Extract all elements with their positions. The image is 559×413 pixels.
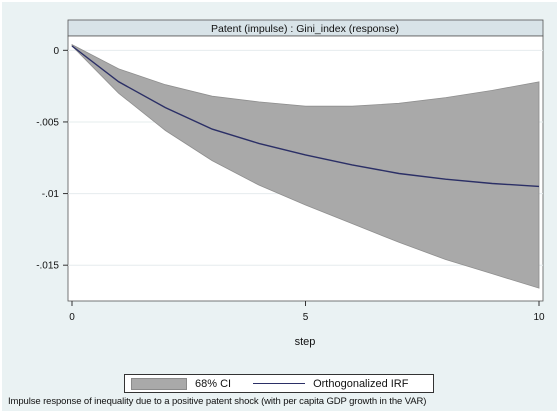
y-tick-label: -.01 <box>42 189 60 200</box>
x-tick-label: 10 <box>533 312 545 323</box>
axes: 0 -.005 -.01 -.015 0 5 10 <box>36 46 545 323</box>
legend-swatch-irf <box>253 383 306 384</box>
irf-line-layer <box>71 45 540 188</box>
y-tick-label: -.005 <box>36 117 59 128</box>
figure-caption: Impulse response of inequality due to a … <box>8 396 427 407</box>
ci-band <box>71 43 540 289</box>
legend-swatch-ci <box>131 377 187 390</box>
x-axis-title: step <box>295 336 316 348</box>
y-tick-label: -.015 <box>36 261 59 272</box>
x-tick-label: 5 <box>303 312 309 323</box>
irf-line <box>71 45 540 188</box>
legend: 68% CI Orthogonalized IRF <box>124 374 434 393</box>
x-tick-label: 0 <box>69 312 75 323</box>
legend-label-irf: Orthogonalized IRF <box>313 377 409 390</box>
ci-band-layer <box>71 43 540 289</box>
y-tick-label: 0 <box>53 46 59 57</box>
chart-title: Patent (impulse) : Gini_index (response) <box>211 23 399 35</box>
legend-label-ci: 68% CI <box>195 377 232 390</box>
